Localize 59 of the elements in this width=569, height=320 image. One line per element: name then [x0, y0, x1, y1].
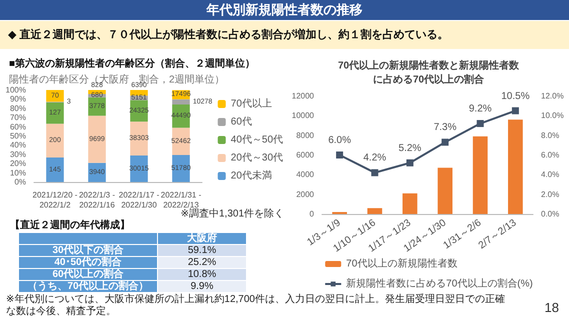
legend-label: 70代以上	[230, 98, 272, 110]
y-tick-label: 4000	[296, 170, 315, 180]
text: 【直近２週間の年代構成】	[10, 220, 131, 232]
y-tick-label: 2000	[296, 190, 315, 199]
y-tick-label: 0	[310, 210, 315, 218]
text: 9.9%	[158, 280, 246, 292]
y2-tick-label: 12.0%	[541, 92, 564, 100]
legend-label: 70代以上の新規陽性者数	[346, 258, 458, 270]
legend-label: 20代～30代	[230, 152, 284, 164]
y-tick-label: 20%	[10, 159, 26, 168]
text: 年代別新規陽性者数の推移	[0, 0, 569, 20]
y-tick-label: 10%	[10, 168, 26, 178]
text: 10.8%	[158, 268, 246, 280]
text: ※調査中1,301件を除く	[180, 208, 284, 220]
data-label: 6.0%	[328, 135, 352, 146]
chart-title: 70代以上の新規陽性者数と新規陽性者数に占める70代以上の割合	[338, 60, 520, 86]
text: 60代以上の割合	[18, 268, 158, 280]
y-tick-label: 60%	[10, 122, 26, 132]
y-tick-label: 6000	[296, 150, 315, 160]
y-tick-label: 40%	[10, 140, 26, 150]
y2-tick-label: 4.0%	[541, 170, 560, 180]
text: 40･50代の割合	[18, 256, 158, 268]
x-tick-label: 2021/12/20 - 2022/1/2	[32, 190, 78, 210]
y-tick-label: 10000	[292, 111, 315, 120]
legend-label: 20代未満	[230, 170, 272, 182]
data-label: 5.2%	[398, 142, 422, 154]
text: （うち、70代以上の割合）	[18, 280, 158, 292]
y2-tick-label: 0.0%	[541, 210, 560, 218]
data-label: 7.3%	[434, 122, 457, 134]
y-tick-label: 100%	[6, 86, 26, 94]
text: 25.2%	[158, 256, 246, 268]
x-tick-label: 2022/1/31 - 2022/2/13	[160, 190, 202, 210]
chart-title: ■第六波の新規陽性者の年齢区分（割合、２週間単位）	[9, 58, 256, 70]
x-tick-label: 2022/1/17 - 2022/1/30	[118, 190, 160, 210]
legend-label: 40代～50代	[230, 134, 284, 146]
y2-tick-label: 2.0%	[541, 190, 560, 199]
y-tick-label: 80%	[10, 104, 26, 113]
legend-label: 60代	[230, 116, 252, 128]
y-tick-label: 30%	[10, 150, 26, 159]
data-label: 4.2%	[363, 152, 386, 164]
y-tick-label: 0%	[14, 178, 26, 186]
y-tick-label: 90%	[10, 94, 26, 104]
y2-tick-label: 6.0%	[541, 150, 560, 160]
data-label: 10.5%	[501, 90, 530, 102]
text: 大阪府	[158, 232, 246, 244]
y-tick-label: 8000	[296, 130, 315, 140]
text: ◆ 直近２週間では、７０代以上が陽性者数に占める割合が増加し、約１割を占めている。	[0, 21, 569, 49]
legend-label: 新規陽性者数に占める70代以上の割合(%)	[346, 278, 533, 290]
text: 30代以下の割合	[18, 244, 158, 256]
text: 18	[544, 300, 559, 315]
y-tick-label: 12000	[292, 92, 315, 100]
y-tick-label: 50%	[10, 132, 26, 140]
y2-tick-label: 10.0%	[541, 111, 564, 120]
text: ※年代別については、大阪市保健所の計上漏れ約12,700件は、入力日の翌日に計上。発生届受理日翌日での正確な数は今後、精査予定。	[6, 294, 506, 318]
text: 59.1%	[158, 244, 246, 256]
x-tick-label: 2022/1/3 - 2022/1/16	[78, 190, 116, 210]
y-tick-label: 70%	[10, 113, 26, 122]
y2-tick-label: 8.0%	[541, 130, 560, 140]
data-label: 9.2%	[468, 104, 492, 115]
